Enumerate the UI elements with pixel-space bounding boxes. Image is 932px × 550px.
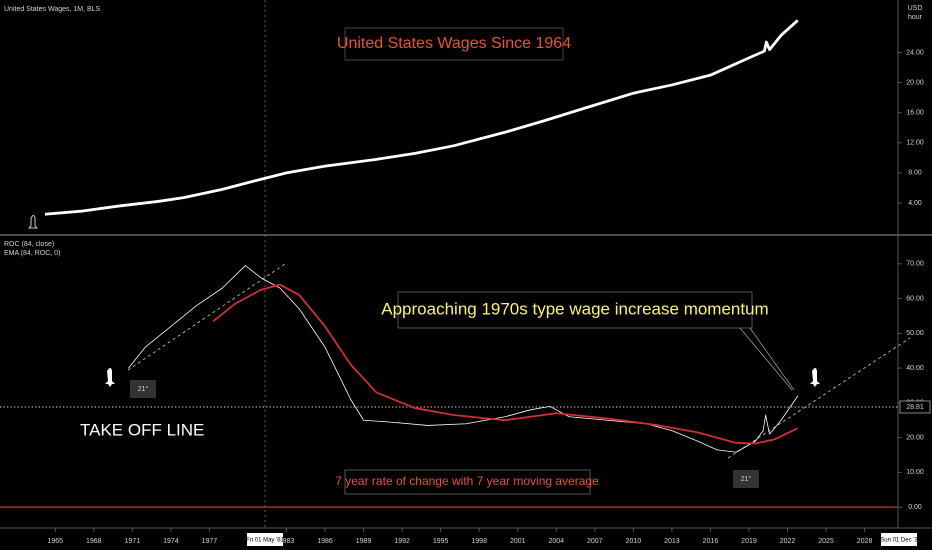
unit-label: hour: [908, 14, 923, 21]
rocket-icon: [810, 368, 820, 387]
h-line-label: 28.81: [906, 404, 924, 411]
rocket-icon: [28, 215, 38, 229]
x-tick-label: 1992: [394, 538, 410, 545]
annotation-box: [397, 291, 753, 329]
x-tick-label: 2022: [780, 538, 796, 545]
annotation: Approaching 1970s type wage increase mom…: [381, 299, 768, 318]
y-tick-label: 20.00: [906, 80, 924, 87]
series-line: [212, 283, 799, 445]
x-tick-label: 1986: [317, 538, 333, 545]
angle-box: [130, 380, 156, 398]
callout: [749, 327, 795, 391]
title-box: [344, 27, 564, 61]
x-tick-label: 1998: [471, 538, 487, 545]
legend-roc: ROC (84, close): [4, 241, 54, 248]
x-tick-label: 2004: [548, 538, 564, 545]
legend-wages: United States Wages, 1M, BLS: [4, 6, 101, 13]
x-tick-label: 2025: [818, 538, 834, 545]
crosshair-box: [247, 533, 283, 546]
x-tick-label: 2007: [587, 538, 603, 545]
trend-line: [127, 263, 286, 371]
y-tick-label: 60.00: [906, 295, 924, 302]
y-tick-label: 4.00: [908, 200, 922, 207]
y-tick-label: 10.00: [906, 469, 924, 476]
subtitle: 7 year rate of change with 7 year moving…: [335, 474, 599, 488]
y-tick-label: 70.00: [906, 261, 924, 268]
x-tick-label: 2016: [703, 538, 719, 545]
unit-label: USD: [908, 5, 923, 12]
x-tick-label: 1995: [433, 538, 449, 545]
callout: [739, 327, 793, 391]
x-tick-label: 1974: [163, 538, 179, 545]
y-tick-label: 8.00: [908, 170, 922, 177]
x-tick-label: 1977: [202, 538, 218, 545]
y-tick-label: 12.00: [906, 140, 924, 147]
x-tick-label: 1989: [356, 538, 372, 545]
x-tick-label: 2010: [626, 538, 642, 545]
x-tick-label: 1968: [86, 538, 102, 545]
y-tick-label: 24.00: [906, 49, 924, 56]
date-label: Sun 01 Dec '3: [880, 538, 918, 544]
angle-label: 21°: [138, 385, 149, 393]
y-tick-label: 40.00: [906, 365, 924, 372]
y-tick-label: 50.00: [906, 330, 924, 337]
x-tick-label: 1971: [125, 538, 141, 545]
h-line-label-box: [899, 400, 931, 414]
x-tick-label: 2028: [857, 538, 873, 545]
subtitle-box: [344, 469, 591, 495]
legend-ema: EMA (84, ROC, 0): [4, 250, 60, 257]
x-tick-label: 2019: [741, 538, 757, 545]
angle-label: 21°: [741, 475, 752, 483]
rocket-icon: [105, 368, 115, 387]
crosshair-label: Fri 01 May '81: [246, 538, 284, 544]
series-line: [128, 265, 799, 453]
x-tick-label: 2013: [664, 538, 680, 545]
trend-line: [727, 337, 911, 459]
x-tick-label: 1965: [47, 538, 63, 545]
y-tick-label: 16.00: [906, 110, 924, 117]
angle-box: [733, 470, 759, 488]
x-tick-label: 2001: [510, 538, 526, 545]
series-line: [44, 19, 799, 216]
y-tick-label: 0.00: [908, 504, 922, 511]
chart-title: United States Wages Since 1964: [337, 35, 571, 52]
date-box: [881, 533, 917, 546]
take-off-label: TAKE OFF LINE: [80, 420, 204, 439]
y-tick-label: 20.00: [906, 434, 924, 441]
x-tick-label: 1983: [279, 538, 295, 545]
